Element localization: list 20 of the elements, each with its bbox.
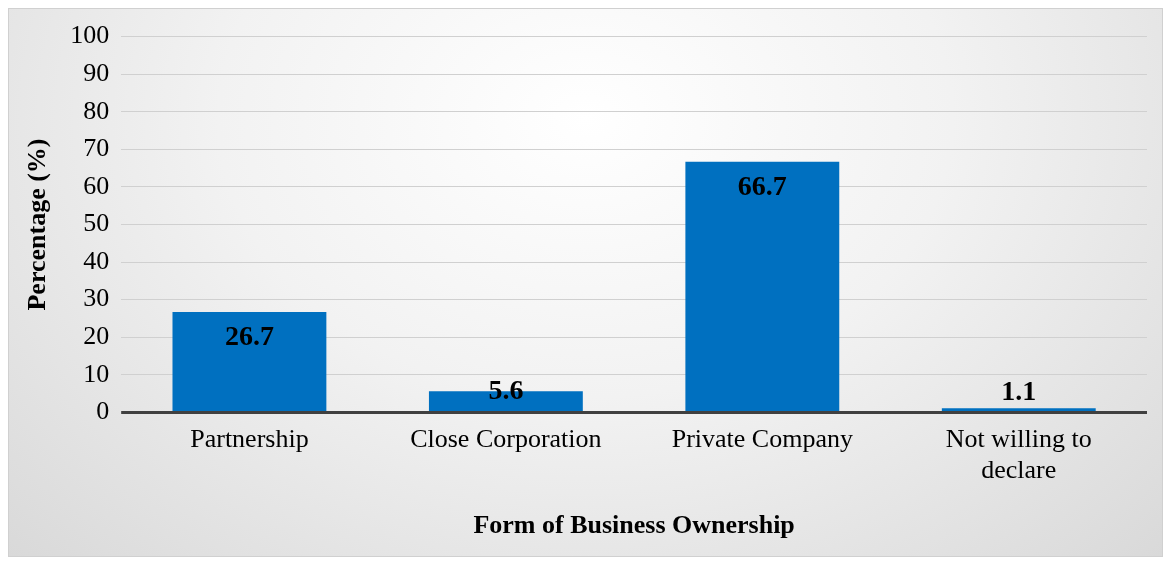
- y-tick-label: 90: [83, 58, 110, 88]
- data-label: 26.7: [224, 320, 274, 352]
- y-tick-label: 10: [83, 358, 110, 388]
- data-label: 66.7: [737, 169, 787, 201]
- y-tick-label: 100: [70, 20, 110, 50]
- y-tick-label: 0: [96, 396, 110, 426]
- y-tick-label: 50: [83, 208, 110, 238]
- x-tick-label: Private Company: [671, 423, 853, 453]
- x-tick-label: Partnership: [190, 423, 309, 453]
- x-axis-title: Form of Business Ownership: [473, 510, 795, 540]
- y-tick-label: 40: [83, 245, 110, 275]
- y-axis-title: Percentage (%): [22, 138, 52, 311]
- y-tick-label: 70: [83, 133, 110, 163]
- y-tick-label: 30: [83, 283, 110, 313]
- x-tick-label: Close Corporation: [410, 423, 602, 453]
- data-label: 1.1: [1001, 374, 1037, 406]
- x-tick-label: Not willing to declare: [945, 423, 1092, 485]
- y-tick-label: 20: [83, 321, 110, 351]
- y-tick-label: 60: [83, 170, 110, 200]
- y-tick-label: 80: [83, 95, 110, 125]
